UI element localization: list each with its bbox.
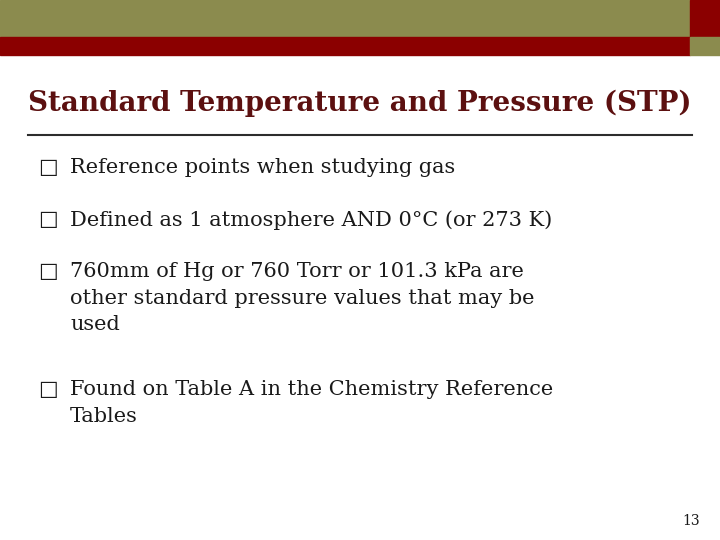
Bar: [0, 0, 690, 37]
Text: □: □: [38, 262, 58, 281]
Text: □: □: [38, 380, 58, 399]
Bar: [690, 0, 720, 37]
Text: □: □: [38, 158, 58, 177]
Text: Standard Temperature and Pressure (STP): Standard Temperature and Pressure (STP): [28, 90, 691, 117]
Text: 13: 13: [683, 514, 700, 528]
Text: Reference points when studying gas: Reference points when studying gas: [70, 158, 455, 177]
Text: Defined as 1 atmosphere AND 0°C (or 273 K): Defined as 1 atmosphere AND 0°C (or 273 …: [70, 210, 552, 230]
Text: 760mm of Hg or 760 Torr or 101.3 kPa are
other standard pressure values that may: 760mm of Hg or 760 Torr or 101.3 kPa are…: [70, 262, 534, 334]
Bar: [690, 37, 720, 55]
Text: □: □: [38, 210, 58, 229]
Text: Found on Table A in the Chemistry Reference
Tables: Found on Table A in the Chemistry Refere…: [70, 380, 553, 426]
Bar: [0, 37, 690, 55]
